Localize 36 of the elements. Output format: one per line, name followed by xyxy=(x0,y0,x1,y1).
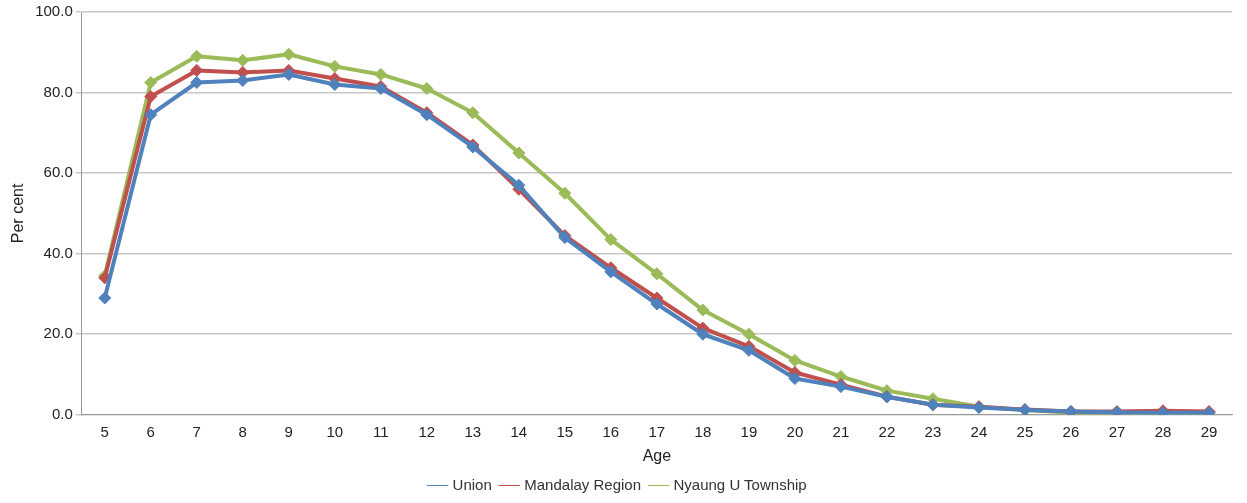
y-tick-label: 0.0 xyxy=(51,404,73,422)
x-tick-label: 5 xyxy=(100,422,109,440)
legend-label: Mandalay Region xyxy=(524,475,642,493)
x-tick-label: 26 xyxy=(1062,422,1080,440)
x-tick-label: 22 xyxy=(878,422,896,440)
x-tick-label: 23 xyxy=(924,422,942,440)
y-axis-title: Per cent xyxy=(9,183,27,244)
x-tick-label: 18 xyxy=(694,422,712,440)
x-tick-label: 20 xyxy=(786,422,804,440)
y-tick-label: 40.0 xyxy=(43,243,73,261)
x-tick-label: 12 xyxy=(418,422,436,440)
y-tick-label: 80.0 xyxy=(43,82,73,100)
y-tick-label: 60.0 xyxy=(43,163,73,181)
x-tick-label: 13 xyxy=(464,422,482,440)
x-tick-label: 16 xyxy=(602,422,620,440)
x-axis-title: Age xyxy=(642,446,672,464)
x-tick-label: 25 xyxy=(1016,422,1034,440)
legend-label: Union xyxy=(452,475,492,493)
x-tick-label: 24 xyxy=(970,422,988,440)
x-tick-label: 28 xyxy=(1154,422,1172,440)
x-tick-label: 10 xyxy=(326,422,344,440)
x-tick-label: 27 xyxy=(1108,422,1126,440)
x-tick-label: 8 xyxy=(238,422,247,440)
legend-label: Nyaung U Township xyxy=(673,475,807,493)
x-tick-label: 21 xyxy=(832,422,850,440)
x-tick-label: 9 xyxy=(284,422,293,440)
x-tick-label: 7 xyxy=(192,422,201,440)
y-tick-label: 20.0 xyxy=(43,324,73,342)
x-tick-label: 11 xyxy=(373,422,389,440)
x-tick-label: 19 xyxy=(740,422,758,440)
x-tick-label: 17 xyxy=(648,422,666,440)
x-tick-label: 29 xyxy=(1200,422,1218,440)
x-tick-label: 6 xyxy=(146,422,155,440)
y-tick-label: 100.0 xyxy=(35,2,73,20)
x-tick-label: 14 xyxy=(510,422,528,440)
x-tick-label: 15 xyxy=(556,422,574,440)
